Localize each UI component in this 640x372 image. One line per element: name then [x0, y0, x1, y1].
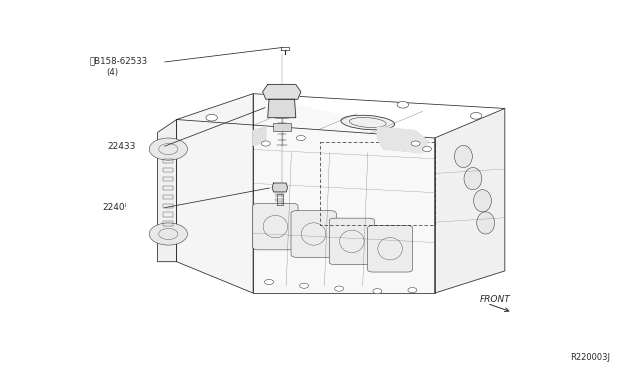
Circle shape: [300, 283, 308, 288]
Circle shape: [373, 289, 382, 294]
Ellipse shape: [464, 167, 482, 190]
Ellipse shape: [474, 190, 492, 212]
Ellipse shape: [341, 115, 395, 130]
Bar: [163, 186, 173, 190]
Text: FRONT: FRONT: [479, 295, 510, 304]
FancyBboxPatch shape: [291, 211, 336, 257]
Ellipse shape: [477, 212, 495, 234]
Text: 22433: 22433: [108, 142, 136, 151]
Bar: [163, 159, 173, 163]
Polygon shape: [177, 94, 253, 293]
FancyBboxPatch shape: [367, 225, 413, 272]
Bar: [163, 168, 173, 172]
Bar: [163, 195, 173, 199]
Circle shape: [264, 279, 273, 285]
Bar: [163, 203, 173, 208]
Polygon shape: [378, 127, 428, 153]
Circle shape: [408, 288, 417, 293]
Circle shape: [397, 102, 408, 108]
Text: (4): (4): [106, 68, 118, 77]
Circle shape: [335, 286, 344, 291]
Polygon shape: [435, 109, 505, 293]
Text: R220003J: R220003J: [570, 353, 610, 362]
Circle shape: [206, 114, 218, 121]
Polygon shape: [262, 84, 301, 99]
Circle shape: [470, 112, 482, 119]
Polygon shape: [157, 119, 177, 262]
Polygon shape: [253, 127, 266, 145]
FancyBboxPatch shape: [253, 203, 298, 250]
Circle shape: [282, 97, 294, 104]
Bar: [163, 177, 173, 181]
Circle shape: [261, 141, 270, 146]
Bar: [163, 221, 173, 226]
Bar: [163, 212, 173, 217]
Polygon shape: [253, 94, 435, 293]
Ellipse shape: [454, 145, 472, 167]
Polygon shape: [272, 183, 287, 192]
Text: ⒷB158-62533: ⒷB158-62533: [90, 56, 148, 65]
Circle shape: [411, 141, 420, 146]
Circle shape: [149, 138, 188, 160]
FancyBboxPatch shape: [329, 218, 374, 264]
Polygon shape: [268, 99, 296, 118]
Circle shape: [149, 223, 188, 245]
Text: 2240ᴵ: 2240ᴵ: [102, 203, 126, 212]
Circle shape: [296, 135, 305, 141]
Circle shape: [422, 147, 431, 152]
Bar: [273, 123, 291, 131]
